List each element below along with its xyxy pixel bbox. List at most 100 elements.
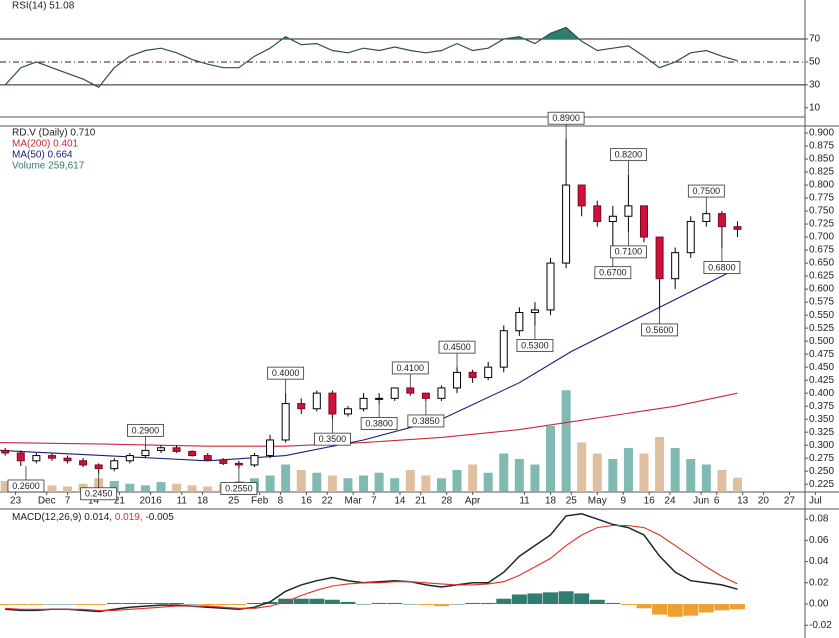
- annotation-label: 0.4100: [397, 363, 425, 373]
- volume-bar: [514, 459, 524, 492]
- x-tick-label: 9: [620, 496, 626, 507]
- y-tick-label: 0.475: [809, 349, 834, 360]
- x-tick-label: 8: [278, 496, 284, 507]
- annotation-label: 0.2450: [85, 489, 113, 499]
- y-tick-label: 10: [809, 102, 821, 113]
- y-tick-label: 0.400: [809, 388, 834, 399]
- y-tick-label: 0.00: [809, 599, 829, 610]
- x-tick-label: 23: [10, 496, 22, 507]
- candle-body: [515, 312, 524, 332]
- volume-bar: [421, 475, 431, 492]
- volume-bar: [717, 470, 727, 492]
- y-tick-label: -0.02: [809, 620, 832, 631]
- y-tick-label: 0.650: [809, 258, 834, 269]
- annotation-label: 0.3800: [365, 418, 393, 428]
- candle-body: [577, 184, 586, 207]
- candle-body: [110, 460, 119, 470]
- y-tick-label: 0.900: [809, 128, 834, 139]
- histogram-bar: [480, 602, 496, 605]
- candle-body: [1, 449, 10, 454]
- candle-body: [47, 455, 56, 459]
- volume-bar: [125, 483, 135, 492]
- volume-bar: [608, 459, 618, 492]
- candle-body: [281, 403, 290, 441]
- histogram-bar: [465, 602, 481, 605]
- price-title: RD.V (Daily) 0.710: [12, 128, 96, 139]
- candle-body: [328, 392, 337, 415]
- x-tick-label: 28: [441, 496, 453, 507]
- volume-bar: [670, 448, 680, 492]
- rsi-line: [4, 26, 738, 88]
- macd-title: MACD(12,26,9): [12, 512, 81, 523]
- x-tick-label: Dec: [38, 496, 56, 507]
- histogram-bar: [122, 602, 138, 605]
- histogram-bar: [0, 604, 13, 606]
- histogram-bar: [683, 604, 699, 616]
- histogram-bar: [153, 602, 169, 605]
- y-tick-label: 0.425: [809, 375, 834, 386]
- annotation-label: 0.2900: [132, 425, 160, 435]
- histogram-bar: [13, 604, 29, 606]
- histogram-bar: [44, 604, 60, 605]
- annotation-box: [7, 479, 45, 493]
- legend-entry: -0.005: [145, 512, 174, 523]
- histogram-bar: [91, 604, 107, 606]
- histogram-bar: [496, 598, 512, 605]
- x-tick-label: 11: [519, 496, 530, 507]
- candle-body: [593, 205, 602, 222]
- histogram-bar: [652, 604, 668, 615]
- candle-body: [250, 455, 259, 466]
- candle-body: [359, 397, 368, 410]
- candle-body: [640, 205, 648, 238]
- annotation-label: 0.8200: [615, 150, 643, 160]
- y-tick-label: 0.750: [809, 206, 834, 217]
- histogram-bar: [589, 599, 605, 605]
- x-tick-label: 6: [714, 496, 720, 507]
- y-tick-label: 0.350: [809, 414, 834, 425]
- candle-body: [16, 452, 25, 462]
- candle-body: [608, 215, 617, 222]
- y-tick-label: 0.225: [809, 479, 834, 490]
- y-tick-label: 0.04: [809, 556, 829, 567]
- volume-bar: [63, 486, 73, 492]
- candle-body: [702, 213, 711, 222]
- y-tick-label: 0.325: [809, 427, 834, 438]
- y-tick-label: 50: [809, 57, 821, 68]
- annotation-label: 0.7500: [693, 186, 721, 196]
- volume-bar: [561, 390, 571, 492]
- volume-bar: [468, 464, 478, 492]
- annotation-label: 0.8900: [552, 113, 580, 123]
- volume-bar: [655, 437, 665, 492]
- y-tick-label: 0.875: [809, 141, 834, 152]
- histogram-bar: [667, 604, 683, 617]
- histogram-bar: [75, 604, 91, 606]
- volume-bar: [265, 475, 275, 492]
- annotation-box: [516, 339, 554, 352]
- volume-bar: [686, 459, 696, 492]
- x-tick-label: Jun: [693, 496, 709, 507]
- y-tick-label: 0.275: [809, 453, 834, 464]
- candle-body: [375, 397, 384, 400]
- candle-body: [390, 387, 399, 399]
- volume-bar: [109, 481, 119, 492]
- y-tick-label: 0.250: [809, 466, 834, 477]
- legend-entry: 0.019,: [115, 512, 143, 523]
- overbought-fill: [5, 27, 738, 39]
- histogram-bar: [402, 604, 418, 605]
- annotation-box: [360, 417, 398, 430]
- y-tick-label: 0.775: [809, 193, 834, 204]
- candle-body: [266, 439, 275, 457]
- volume-bar: [546, 426, 556, 492]
- x-tick-label: 18: [545, 496, 557, 507]
- candle-body: [484, 366, 493, 379]
- histogram-bar: [729, 604, 745, 610]
- histogram-bar: [418, 604, 434, 606]
- candle-body: [624, 205, 633, 217]
- legend-entry: MA(200) 0.401: [12, 139, 79, 150]
- y-tick-label: 0.825: [809, 167, 834, 178]
- y-tick-label: 0.625: [809, 271, 834, 282]
- histogram-bar: [511, 594, 527, 605]
- volume-bar: [203, 486, 213, 492]
